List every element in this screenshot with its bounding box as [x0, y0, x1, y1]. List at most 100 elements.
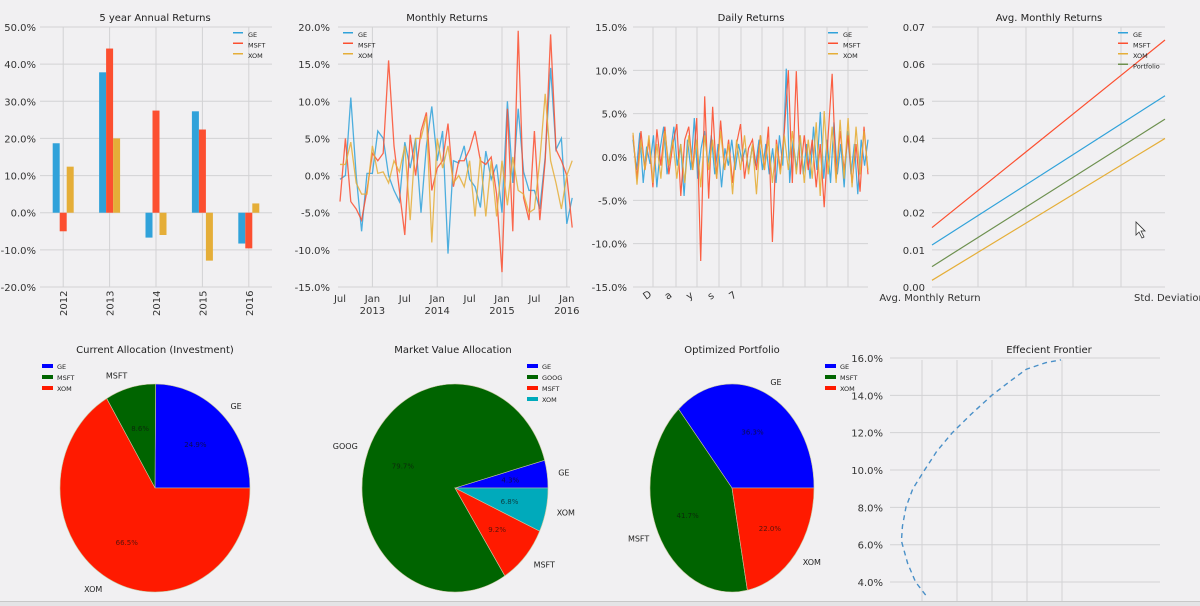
y-tick-label: -10.0% [295, 246, 330, 257]
y-tick-label: 30.0% [4, 97, 36, 108]
y-tick-label: 4.0% [858, 578, 883, 589]
x-tick-label: Jul [333, 294, 346, 305]
y-tick-label: 8.0% [858, 503, 883, 514]
legend-label-xom: XOM [248, 52, 263, 60]
legend-label-xom: XOM [542, 396, 557, 404]
y-tick-label: 50.0% [4, 23, 36, 34]
legend-label-ge: GE [248, 31, 257, 39]
pie-pct-label: 22.0% [759, 525, 782, 533]
legend-swatch-goog [527, 375, 538, 379]
legend-label-msft: MSFT [843, 42, 860, 50]
legend-swatch-msft [527, 386, 538, 390]
chart-title: Daily Returns [718, 13, 785, 24]
legend-label-ge: GE [840, 363, 849, 371]
x-tick-year: 2015 [489, 306, 514, 317]
x-tick-label: 7 [727, 290, 739, 303]
legend-swatch-xom [527, 397, 538, 401]
legend-swatch-xom [828, 53, 838, 55]
pie-pct-label: 8.6% [131, 425, 149, 433]
y-tick-label: 20.0% [4, 134, 36, 145]
legend-swatch-msft [1118, 42, 1128, 44]
x-tick-label: D [641, 289, 654, 303]
bar-msft-2014 [152, 110, 160, 213]
legend-label-msft: MSFT [248, 42, 265, 50]
bar-msft-2013 [106, 48, 114, 213]
y-tick-label: 0.06 [903, 60, 925, 71]
x-tick-label: s [706, 290, 717, 302]
x-tick-label: Jul [463, 294, 476, 305]
legend-label-ge: GE [358, 31, 367, 39]
bar-xom-2012 [66, 166, 74, 213]
chart-title: Optimized Portfolio [684, 345, 780, 356]
x-tick-label: 2016 [245, 291, 256, 316]
legend-swatch-ge [825, 364, 836, 368]
y-tick-label: -15.0% [592, 283, 627, 294]
legend-swatch-msft [343, 42, 353, 44]
bar-xom-2013 [113, 138, 121, 213]
y-tick-label: -5.0% [598, 196, 627, 207]
y-tick-label: 0.00 [903, 283, 925, 294]
x-tick-label: 2012 [59, 291, 70, 316]
line-msft [632, 70, 869, 262]
legend-label-msft: MSFT [840, 374, 857, 382]
y-tick-label: 0.02 [903, 209, 925, 220]
bar-ge-2015 [191, 111, 199, 213]
legend-swatch-msft [42, 375, 53, 379]
mouse-cursor-icon [1135, 221, 1146, 239]
x-tick-label: Jan [428, 294, 444, 305]
pie-label-xom: XOM [803, 558, 821, 567]
chart-title: Effecient Frontier [1006, 345, 1092, 356]
pie-label-ge: GE [558, 468, 569, 477]
legend-swatch-xom [233, 53, 243, 55]
legend-swatch-xom [825, 386, 836, 390]
pie-label-xom: XOM [557, 509, 575, 518]
y-tick-label: 5.0% [602, 110, 627, 121]
legend-swatch-msft [828, 42, 838, 44]
y-tick-label: 10.0% [4, 172, 36, 183]
x-tick-year: 2016 [554, 306, 579, 317]
chart-title: Monthly Returns [406, 13, 488, 24]
pie-label-goog: GOOG [333, 442, 358, 451]
bar-ge-2013 [99, 72, 107, 213]
legend-swatch-xom [42, 386, 53, 390]
y-tick-label: 5.0% [305, 134, 330, 145]
bar-ge-2016 [238, 212, 246, 244]
bar-msft-2015 [198, 129, 206, 213]
bar-xom-2014 [159, 212, 167, 235]
chart-title: Avg. Monthly Returns [996, 13, 1103, 24]
line-ge [931, 95, 1166, 246]
y-tick-label: 0.05 [903, 97, 925, 108]
bar-ge-2012 [52, 143, 60, 213]
frontier-curve [900, 359, 1062, 596]
legend-swatch-xom [1118, 53, 1128, 55]
x-tick-label: Std. Deviation [1134, 293, 1200, 304]
x-tick-label: a [663, 290, 674, 303]
window-bottom-edge [0, 601, 1200, 606]
chart-title: Current Allocation (Investment) [76, 345, 234, 356]
x-tick-label: Jan [558, 294, 574, 305]
legend-swatch-ge [233, 32, 243, 34]
legend-label-portfolio: Portfolio [1133, 63, 1160, 71]
legend-label-msft: MSFT [57, 374, 74, 382]
pie-slice-goog [361, 383, 545, 593]
y-tick-label: 0.01 [903, 246, 925, 257]
legend-label-xom: XOM [358, 52, 373, 60]
pie-slice-ge [154, 383, 251, 489]
legend-label-xom: XOM [843, 52, 858, 60]
pie-label-ge: GE [770, 378, 781, 387]
y-tick-label: 10.0% [851, 466, 883, 477]
legend-label-xom: XOM [840, 385, 855, 393]
pie-label-xom: XOM [84, 585, 102, 594]
y-tick-label: 15.0% [595, 23, 627, 34]
y-tick-label: -10.0% [592, 240, 627, 251]
legend-swatch-msft [233, 42, 243, 44]
line-xom [931, 137, 1166, 281]
y-tick-label: 6.0% [858, 541, 883, 552]
pie-pct-label: 4.3% [501, 477, 519, 485]
line-msft [931, 39, 1166, 229]
x-tick-label: 2015 [198, 291, 209, 316]
legend-label-msft: MSFT [1133, 42, 1150, 50]
legend-label-goog: GOOG [542, 374, 562, 382]
